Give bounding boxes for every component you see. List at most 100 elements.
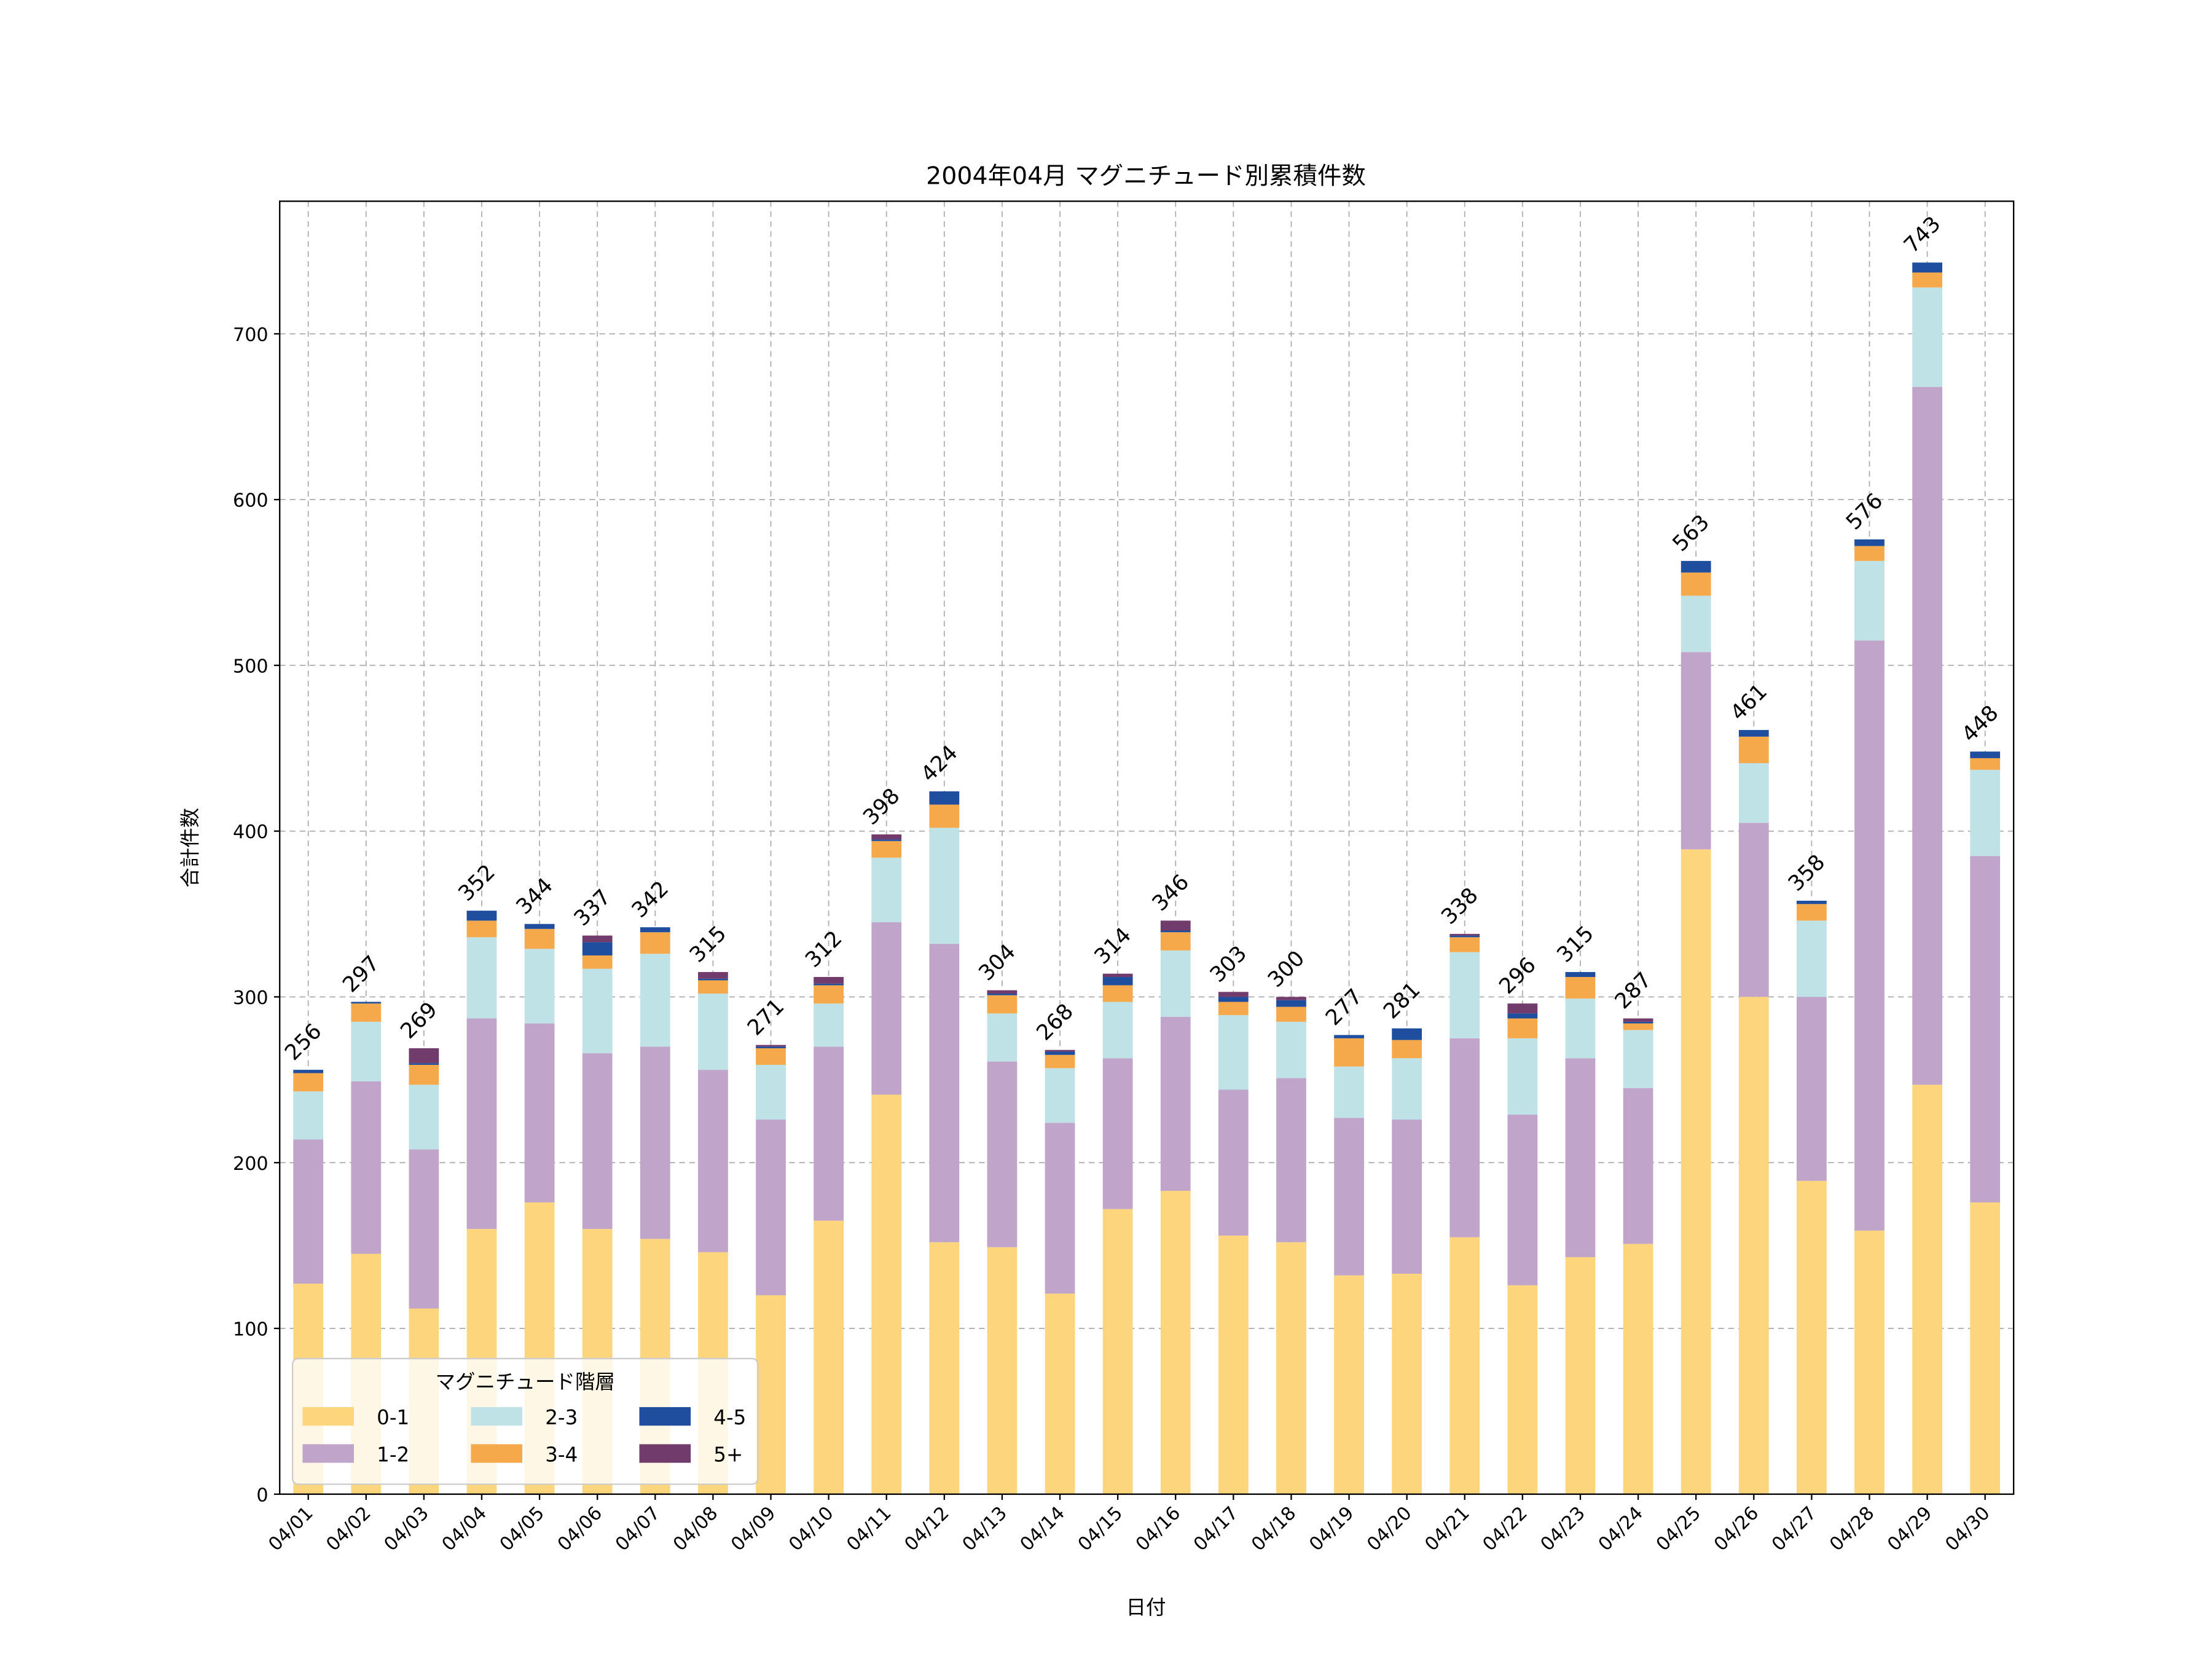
bar-segment-0-1: [1912, 1084, 1942, 1494]
x-tick-label: 04/22: [1479, 1502, 1532, 1555]
y-axis-label: 合計件数: [179, 808, 202, 888]
total-label: 304: [975, 939, 1021, 986]
bar-segment-2-3: [1276, 1021, 1306, 1078]
bar-segment-5+: [409, 1048, 439, 1064]
bar-segment-0-1: [871, 1094, 902, 1494]
x-tick-label: 04/09: [727, 1502, 780, 1555]
legend-swatch-3-4: [471, 1444, 523, 1463]
bar-segment-3-4: [1681, 572, 1711, 596]
bar-segment-3-4: [1218, 1002, 1249, 1016]
bar-segment-3-4: [1507, 1018, 1538, 1038]
bar-segment-1-2: [1449, 1038, 1480, 1237]
x-tick-label: 04/25: [1652, 1502, 1705, 1555]
bar-segment-3-4: [582, 955, 613, 969]
total-label: 398: [858, 783, 904, 830]
bar-segment-3-4: [929, 804, 960, 828]
bar-segment-1-2: [1045, 1123, 1075, 1294]
x-tick-label: 04/08: [669, 1502, 722, 1555]
bar-segment-3-4: [293, 1073, 324, 1092]
legend-label-2-3: 2-3: [545, 1406, 578, 1429]
bar-segment-2-3: [1565, 998, 1596, 1059]
bar-segment-0-1: [1507, 1285, 1538, 1494]
bar-segment-4-5: [871, 839, 902, 841]
bar-segment-1-2: [814, 1046, 844, 1221]
bar-segment-2-3: [698, 994, 728, 1070]
total-label: 314: [1090, 923, 1136, 969]
x-tick-label: 04/05: [496, 1502, 549, 1555]
bar-segment-5+: [1623, 1018, 1653, 1022]
bar-segment-3-4: [1392, 1040, 1422, 1059]
bar-segment-5+: [987, 990, 1018, 994]
bar-segment-1-2: [524, 1023, 555, 1202]
x-axis-label: 日付: [1126, 1596, 1166, 1619]
bar-segment-4-5: [814, 983, 844, 986]
bar-segment-4-5: [582, 942, 613, 955]
x-tick-label: 04/13: [959, 1502, 1011, 1555]
bar-segment-4-5: [1218, 997, 1249, 1002]
bar-segment-1-2: [929, 944, 960, 1242]
total-label: 271: [743, 994, 789, 1040]
bar-segment-5+: [756, 1045, 786, 1047]
bar-segment-2-3: [814, 1003, 844, 1047]
bar-segment-4-5: [351, 1002, 382, 1004]
bar-segment-2-3: [466, 937, 497, 1019]
bar-segment-2-3: [1392, 1058, 1422, 1120]
x-tick-label: 04/16: [1132, 1502, 1185, 1555]
x-tick-label: 04/24: [1594, 1502, 1647, 1555]
bar-segment-1-2: [466, 1018, 497, 1230]
total-label: 256: [280, 1019, 326, 1065]
bar-segment-1-2: [1565, 1058, 1596, 1257]
total-label: 743: [1899, 212, 1945, 258]
bar-segment-1-2: [640, 1046, 670, 1239]
bar-segment-2-3: [1854, 560, 1885, 641]
legend-swatch-5+: [639, 1444, 691, 1463]
bar-segment-1-2: [293, 1139, 324, 1284]
legend: マグニチュード階層 0-1 1-2 2-3 3-4 4-5 5+: [291, 1357, 759, 1485]
bar-segment-2-3: [1623, 1030, 1653, 1088]
y-tick-label: 300: [233, 987, 269, 1009]
legend-label-4-5: 4-5: [713, 1406, 746, 1429]
total-label: 563: [1668, 510, 1714, 556]
legend-label-3-4: 3-4: [545, 1443, 578, 1466]
bar-segment-4-5: [1392, 1028, 1422, 1040]
bar-segment-4-5: [466, 911, 497, 921]
x-tick-label: 04/18: [1247, 1502, 1300, 1555]
bar-segment-1-2: [1623, 1088, 1653, 1244]
bar-segment-0-1: [1160, 1191, 1191, 1494]
bar-segment-4-5: [1738, 730, 1769, 737]
x-tick-label: 04/26: [1710, 1502, 1763, 1555]
bar-segment-3-4: [1276, 1006, 1306, 1022]
bar-segment-1-2: [987, 1061, 1018, 1247]
bar-segment-3-4: [524, 928, 555, 949]
bar-segment-2-3: [1738, 763, 1769, 823]
y-tick-label: 400: [233, 822, 269, 843]
bar-segment-3-4: [1102, 985, 1133, 1002]
bar-segment-1-2: [1334, 1118, 1364, 1276]
total-label: 338: [1437, 883, 1483, 929]
bar-segment-2-3: [293, 1091, 324, 1140]
bar-segment-3-4: [1854, 546, 1885, 561]
bar-segment-2-3: [524, 949, 555, 1024]
bar-segment-2-3: [640, 954, 670, 1047]
bar-segment-3-4: [1565, 977, 1596, 999]
bar-segment-1-2: [1970, 856, 2001, 1202]
bar-segment-1-2: [756, 1120, 786, 1296]
total-label: 281: [1379, 978, 1425, 1024]
y-tick-label: 500: [233, 656, 269, 677]
bar-segment-3-4: [351, 1003, 382, 1022]
bar-segment-2-3: [409, 1084, 439, 1150]
bar-segment-0-1: [1565, 1257, 1596, 1494]
bar-segment-1-2: [1160, 1016, 1191, 1191]
total-label: 576: [1841, 488, 1888, 535]
x-tick-label: 04/03: [380, 1502, 433, 1555]
bar-segment-1-2: [1507, 1114, 1538, 1285]
bar-segment-1-2: [1912, 386, 1942, 1085]
bar-segment-4-5: [1449, 935, 1480, 938]
y-tick-label: 700: [233, 324, 269, 346]
legend-label-1-2: 1-2: [377, 1443, 409, 1466]
total-label: 315: [1553, 921, 1599, 967]
legend-label-0-1: 0-1: [377, 1406, 409, 1429]
bar-segment-3-4: [640, 932, 670, 954]
bar-segment-4-5: [756, 1046, 786, 1049]
chart-title: 2004年04月 マグニチュード別累積件数: [926, 162, 1366, 190]
